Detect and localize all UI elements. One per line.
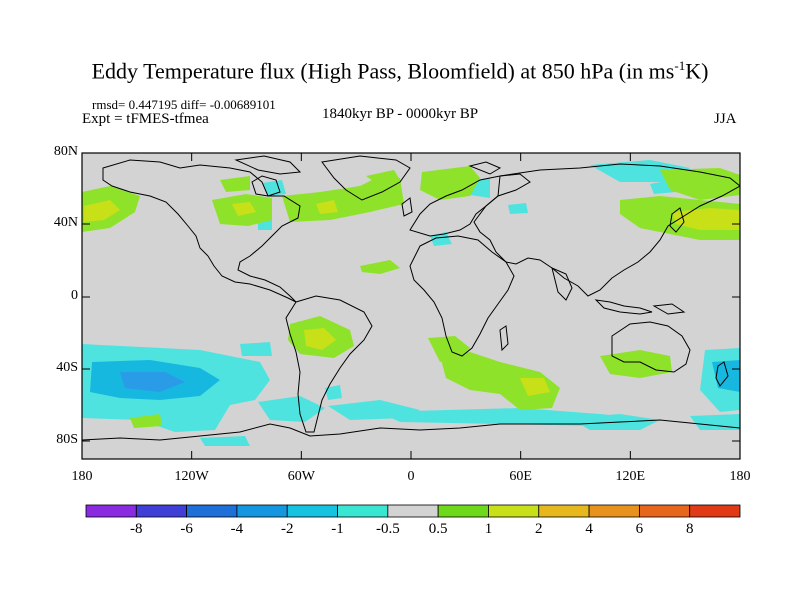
colorbar-label: 4 [585, 521, 593, 537]
anomaly-pos-east-atlantic [360, 260, 400, 274]
coast-asia [473, 163, 740, 297]
colorbar-label: 0.5 [428, 521, 448, 537]
colorbar-swatch [437, 504, 489, 518]
anomaly-pos-south-pacific-small [130, 414, 162, 428]
y-tick-label: 80S [56, 432, 78, 447]
anomaly-pos-greenland [366, 170, 400, 186]
x-tick-label: 120W [174, 469, 209, 484]
colorbar-label: 8 [685, 521, 694, 537]
anomaly-neg-patagonia [240, 342, 272, 356]
coast-british-isles [401, 197, 413, 217]
colorbar-swatch [638, 504, 691, 518]
coast-antarctica [82, 419, 740, 441]
coastlines [82, 155, 740, 441]
coast-hudson-bay [251, 175, 281, 197]
anomaly-pos-north-pacific-core [84, 200, 120, 222]
coast-south-america [285, 295, 373, 433]
stats-line: rmsd= 0.447195 diff= -0.00689101 [92, 97, 276, 112]
y-tick-label: 0 [71, 288, 78, 303]
anomaly-neg-southern-ocean [378, 408, 640, 426]
colorbar-swatch [488, 504, 540, 518]
anomaly-neg-south-america [325, 385, 342, 400]
anomaly-neg-south-pacific-center [120, 372, 185, 392]
coast-greenland [321, 155, 411, 201]
colorbar-swatch [538, 504, 590, 518]
anomaly-pos-north-atlantic [282, 176, 404, 222]
colorbar-swatch [588, 504, 640, 518]
coast-madagascar [499, 325, 509, 352]
colorbar-swatch [286, 504, 338, 518]
colorbar-label: -4 [230, 521, 244, 537]
x-tick-label: 180 [729, 469, 751, 484]
anomaly-pos-south-america-core [304, 328, 336, 350]
axis-ticks [81, 152, 741, 459]
colorbar-label: 6 [635, 521, 644, 537]
anomaly-pos-australia [600, 350, 672, 378]
x-tick-label: 180 [71, 469, 93, 484]
anomaly-neg-north-atlantic-small [508, 203, 528, 214]
colorbar-swatch [387, 504, 439, 518]
map-title: Eddy Temperature flux (High Pass, Bloomf… [91, 58, 709, 84]
colorbar-swatch [236, 504, 288, 518]
anomaly-pos-scandinavia [420, 166, 480, 200]
anomaly-pos-arctic-canada [220, 176, 250, 192]
anomaly-neg-antarctic-east [690, 414, 740, 430]
colorbar-swatch [337, 504, 389, 518]
colorbar-label: -8 [130, 521, 143, 537]
colorbar-label: -2 [280, 521, 294, 537]
colorbar-swatch [186, 504, 238, 518]
coast-india [551, 267, 573, 301]
anomaly-pos-north-america-core [232, 202, 256, 216]
anomaly-pos-indian-ocean-core [520, 378, 550, 396]
x-tick-label: 60W [287, 469, 315, 484]
colorbar-label: 1 [484, 521, 493, 537]
coast-japan [669, 207, 685, 233]
anomaly-neg-antarctic-pacific [200, 436, 250, 446]
coast-africa [409, 235, 515, 357]
experiment-label: Expt = tFMES-tfmea [82, 111, 209, 127]
colorbar-swatch [689, 504, 741, 518]
colorbar-label: -0.5 [375, 521, 400, 537]
x-tick-label: 0 [407, 469, 415, 484]
coast-arctic-islands [234, 155, 302, 175]
coast-europe [409, 173, 531, 237]
period-label: 1840kyr BP - 0000kyr BP [322, 106, 479, 122]
colorbar [85, 504, 741, 518]
y-tick-label: 40S [56, 360, 78, 375]
anomaly-fields [82, 160, 740, 446]
colorbar-label: 2 [535, 521, 543, 537]
coast-arctic-europe [468, 161, 502, 175]
y-tick-label: 80N [53, 144, 78, 159]
x-tick-label: 60E [509, 469, 532, 484]
colorbar-swatch [135, 504, 188, 518]
coast-new-zealand [715, 361, 729, 387]
x-tick-label: 120E [615, 469, 646, 484]
y-tick-label: 40N [53, 215, 78, 230]
season-label: JJA [714, 111, 737, 127]
coast-australia [611, 321, 691, 373]
anomaly-neg-south-atlantic-west [258, 396, 325, 422]
coast-new-guinea [652, 303, 686, 315]
colorbar-label: -6 [180, 521, 193, 537]
colorbar-swatch [85, 504, 137, 518]
colorbar-label: -1 [331, 521, 344, 537]
anomaly-pos-north-atlantic-core [316, 200, 338, 214]
coast-north-america [102, 159, 301, 303]
coast-indonesia [594, 299, 653, 315]
anomaly-pos-north-pacific-east-core [672, 208, 740, 230]
